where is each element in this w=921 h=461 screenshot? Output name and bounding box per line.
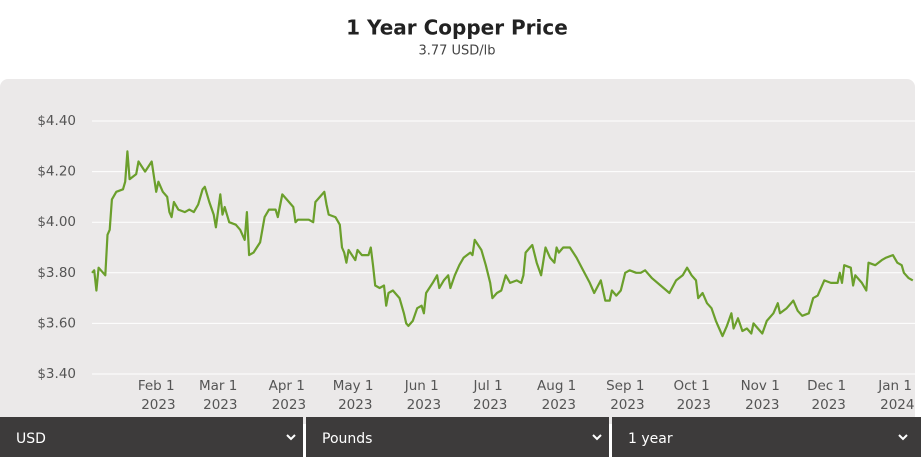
- x-tick-label: Jul 1 2023: [472, 378, 507, 413]
- x-tick-label: May 1 2023: [333, 378, 378, 413]
- chart-title: 1 Year Copper Price: [346, 16, 568, 40]
- dropdown-label: USD: [16, 431, 46, 447]
- y-tick-label: $3.40: [37, 366, 76, 382]
- y-tick-label: $4.00: [37, 214, 76, 230]
- x-tick-label: Feb 1 2023: [138, 378, 179, 413]
- plot-panel: [0, 79, 915, 424]
- price-line: [91, 150, 914, 338]
- dropdown[interactable]: [612, 417, 921, 457]
- dropdown-label: 1 year: [628, 431, 673, 447]
- chevron: [592, 434, 602, 441]
- dropdown[interactable]: [0, 417, 303, 457]
- x-tick-label: Sep 1 2023: [606, 378, 649, 413]
- x-tick-label: Apr 1 2023: [269, 378, 310, 413]
- plot: $3.40 $3.60 $3.80 $4.00 $4.20 $4.40 Feb 1 2023…: [37, 113, 916, 413]
- x-tick-label: Nov 1 2023: [741, 378, 785, 413]
- x-tick-label: Oct 1 2023: [674, 378, 715, 413]
- x-tick-label: Mar 1 2023: [199, 378, 242, 413]
- dropdown-label: Pounds: [322, 431, 372, 447]
- chevron: [898, 434, 908, 441]
- x-tick-label: Jan 1 2024: [877, 378, 916, 413]
- x-tick-label: Jun 1 2023: [404, 378, 443, 413]
- y-tick-label: $3.80: [37, 265, 76, 281]
- x-tick-label: Aug 1 2023: [537, 378, 581, 413]
- y-tick-label: $4.40: [37, 113, 76, 129]
- chevron: [286, 434, 296, 441]
- y-tick-label: $4.20: [37, 164, 76, 180]
- chart-subtitle: 3.77 USD/lb: [418, 44, 495, 59]
- dropdown[interactable]: [306, 417, 609, 457]
- y-tick-label: $3.60: [37, 315, 76, 331]
- x-tick-label: Dec 1 2023: [807, 378, 850, 413]
